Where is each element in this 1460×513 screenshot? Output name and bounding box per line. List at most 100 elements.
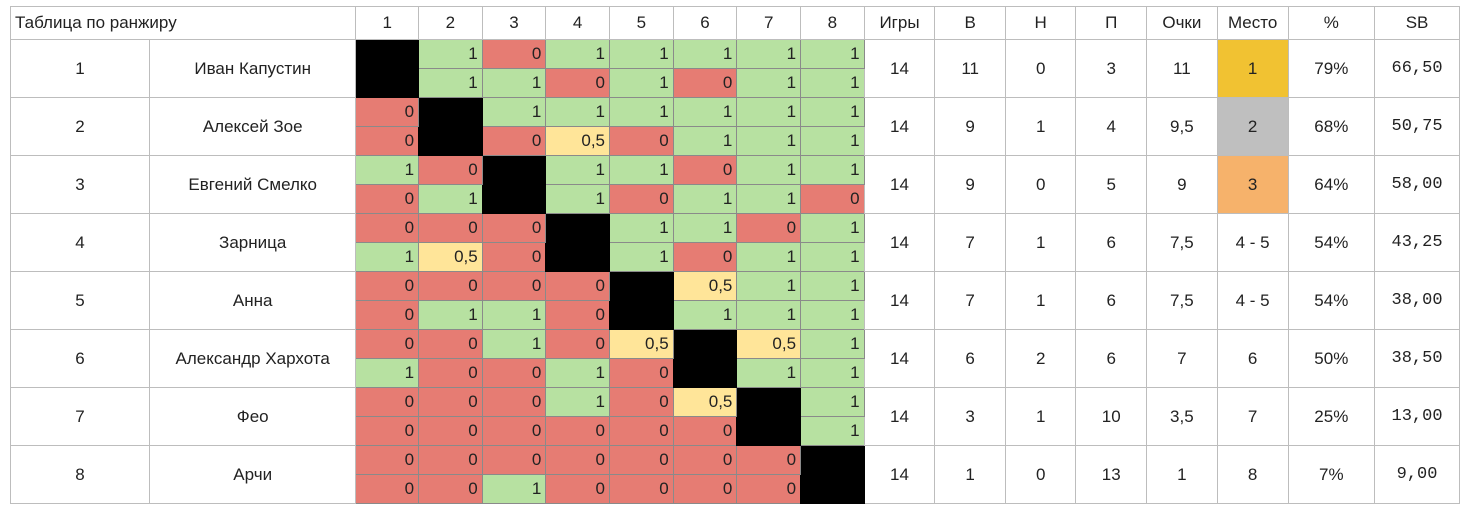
match-result-cell[interactable]: 1 <box>545 184 610 214</box>
header-sb[interactable]: SB <box>1374 6 1460 40</box>
stat-points-cell[interactable]: 7,5 <box>1145 271 1218 330</box>
match-result-cell[interactable]: 1 <box>672 213 738 243</box>
match-result-cell[interactable]: 0 <box>545 416 610 446</box>
match-result-cell[interactable]: 0 <box>355 474 420 504</box>
match-result-cell[interactable]: 1 <box>736 68 802 98</box>
stat-wins-cell[interactable]: 9 <box>934 97 1006 156</box>
match-result-cell[interactable]: 0 <box>545 474 610 504</box>
player-rank-cell[interactable]: 2 <box>10 97 150 156</box>
player-name-cell[interactable]: Александр Хархота <box>148 329 357 388</box>
self-match-cell[interactable] <box>672 329 738 388</box>
match-result-cell[interactable]: 1 <box>800 155 865 185</box>
stat-pct-cell[interactable]: 54% <box>1287 213 1376 272</box>
self-match-cell[interactable] <box>481 155 547 214</box>
match-result-cell[interactable]: 1 <box>800 358 865 388</box>
stat-losses-cell[interactable]: 10 <box>1075 387 1147 446</box>
match-result-cell[interactable]: 0 <box>418 213 483 243</box>
match-result-cell[interactable]: 0 <box>355 271 420 301</box>
self-match-cell[interactable] <box>545 213 610 272</box>
table-title-cell[interactable]: Таблица по ранжиру <box>9 6 357 40</box>
match-result-cell[interactable]: 1 <box>418 39 483 69</box>
match-result-cell[interactable]: 1 <box>800 97 865 127</box>
match-result-cell[interactable]: 0,5 <box>672 271 738 301</box>
match-result-cell[interactable]: 1 <box>672 97 738 127</box>
player-name-cell[interactable]: Анна <box>148 271 357 330</box>
stat-games-cell[interactable]: 14 <box>863 329 936 388</box>
stat-place-cell[interactable]: 7 <box>1216 387 1289 446</box>
match-result-cell[interactable]: 1 <box>736 358 802 388</box>
header-wins[interactable]: В <box>934 6 1006 40</box>
match-result-cell[interactable]: 1 <box>800 213 865 243</box>
player-rank-cell[interactable]: 8 <box>10 445 150 504</box>
match-result-cell[interactable]: 0 <box>481 416 547 446</box>
stat-points-cell[interactable]: 7,5 <box>1145 213 1218 272</box>
stat-pct-cell[interactable]: 50% <box>1287 329 1376 388</box>
match-result-cell[interactable]: 1 <box>418 300 483 330</box>
header-opponent-1[interactable]: 1 <box>355 6 420 40</box>
match-result-cell[interactable]: 1 <box>481 329 547 359</box>
header-opponent-3[interactable]: 3 <box>481 6 547 40</box>
stat-draws-cell[interactable]: 1 <box>1004 271 1077 330</box>
match-result-cell[interactable]: 1 <box>736 300 802 330</box>
stat-draws-cell[interactable]: 0 <box>1004 445 1077 504</box>
self-match-cell[interactable] <box>355 39 420 98</box>
match-result-cell[interactable]: 0,5 <box>545 126 610 156</box>
stat-games-cell[interactable]: 14 <box>863 445 936 504</box>
match-result-cell[interactable]: 0 <box>672 474 738 504</box>
match-result-cell[interactable]: 0 <box>545 271 610 301</box>
stat-place-cell[interactable]: 3 <box>1216 155 1289 214</box>
match-result-cell[interactable]: 0 <box>672 416 738 446</box>
match-result-cell[interactable]: 0 <box>481 242 547 272</box>
match-result-cell[interactable]: 1 <box>609 39 674 69</box>
match-result-cell[interactable]: 1 <box>481 68 547 98</box>
self-match-cell[interactable] <box>736 387 802 446</box>
match-result-cell[interactable]: 1 <box>418 68 483 98</box>
match-result-cell[interactable]: 1 <box>800 68 865 98</box>
match-result-cell[interactable]: 0 <box>418 358 483 388</box>
match-result-cell[interactable]: 0,5 <box>418 242 483 272</box>
match-result-cell[interactable]: 1 <box>418 184 483 214</box>
match-result-cell[interactable]: 1 <box>545 97 610 127</box>
stat-place-cell[interactable]: 8 <box>1216 445 1289 504</box>
match-result-cell[interactable]: 0 <box>355 184 420 214</box>
match-result-cell[interactable]: 0,5 <box>672 387 738 417</box>
match-result-cell[interactable]: 0 <box>609 184 674 214</box>
header-points[interactable]: Очки <box>1145 6 1218 40</box>
match-result-cell[interactable]: 0 <box>481 445 547 475</box>
match-result-cell[interactable]: 0 <box>545 329 610 359</box>
match-result-cell[interactable]: 1 <box>672 126 738 156</box>
stat-sb-cell[interactable]: 58,00 <box>1374 155 1460 214</box>
stat-pct-cell[interactable]: 25% <box>1287 387 1376 446</box>
stat-games-cell[interactable]: 14 <box>863 213 936 272</box>
match-result-cell[interactable]: 0 <box>355 97 420 127</box>
match-result-cell[interactable]: 1 <box>800 271 865 301</box>
match-result-cell[interactable]: 0 <box>672 445 738 475</box>
header-games[interactable]: Игры <box>863 6 936 40</box>
match-result-cell[interactable]: 0 <box>355 126 420 156</box>
player-rank-cell[interactable]: 3 <box>10 155 150 214</box>
match-result-cell[interactable]: 1 <box>736 271 802 301</box>
match-result-cell[interactable]: 1 <box>800 416 865 446</box>
self-match-cell[interactable] <box>418 97 483 156</box>
stat-games-cell[interactable]: 14 <box>863 155 936 214</box>
stat-place-cell[interactable]: 4 - 5 <box>1216 213 1289 272</box>
match-result-cell[interactable]: 1 <box>736 97 802 127</box>
match-result-cell[interactable]: 0 <box>545 300 610 330</box>
match-result-cell[interactable]: 0 <box>481 39 547 69</box>
stat-points-cell[interactable]: 9,5 <box>1145 97 1218 156</box>
stat-sb-cell[interactable]: 66,50 <box>1374 39 1460 98</box>
stat-points-cell[interactable]: 1 <box>1145 445 1218 504</box>
match-result-cell[interactable]: 0 <box>355 445 420 475</box>
stat-games-cell[interactable]: 14 <box>863 271 936 330</box>
stat-sb-cell[interactable]: 13,00 <box>1374 387 1460 446</box>
match-result-cell[interactable]: 1 <box>609 68 674 98</box>
match-result-cell[interactable]: 1 <box>736 39 802 69</box>
match-result-cell[interactable]: 0 <box>418 445 483 475</box>
stat-draws-cell[interactable]: 0 <box>1004 155 1077 214</box>
match-result-cell[interactable]: 0 <box>418 474 483 504</box>
stat-draws-cell[interactable]: 2 <box>1004 329 1077 388</box>
stat-losses-cell[interactable]: 6 <box>1075 213 1147 272</box>
match-result-cell[interactable]: 0 <box>481 358 547 388</box>
stat-place-cell[interactable]: 1 <box>1216 39 1289 98</box>
match-result-cell[interactable]: 0 <box>481 387 547 417</box>
